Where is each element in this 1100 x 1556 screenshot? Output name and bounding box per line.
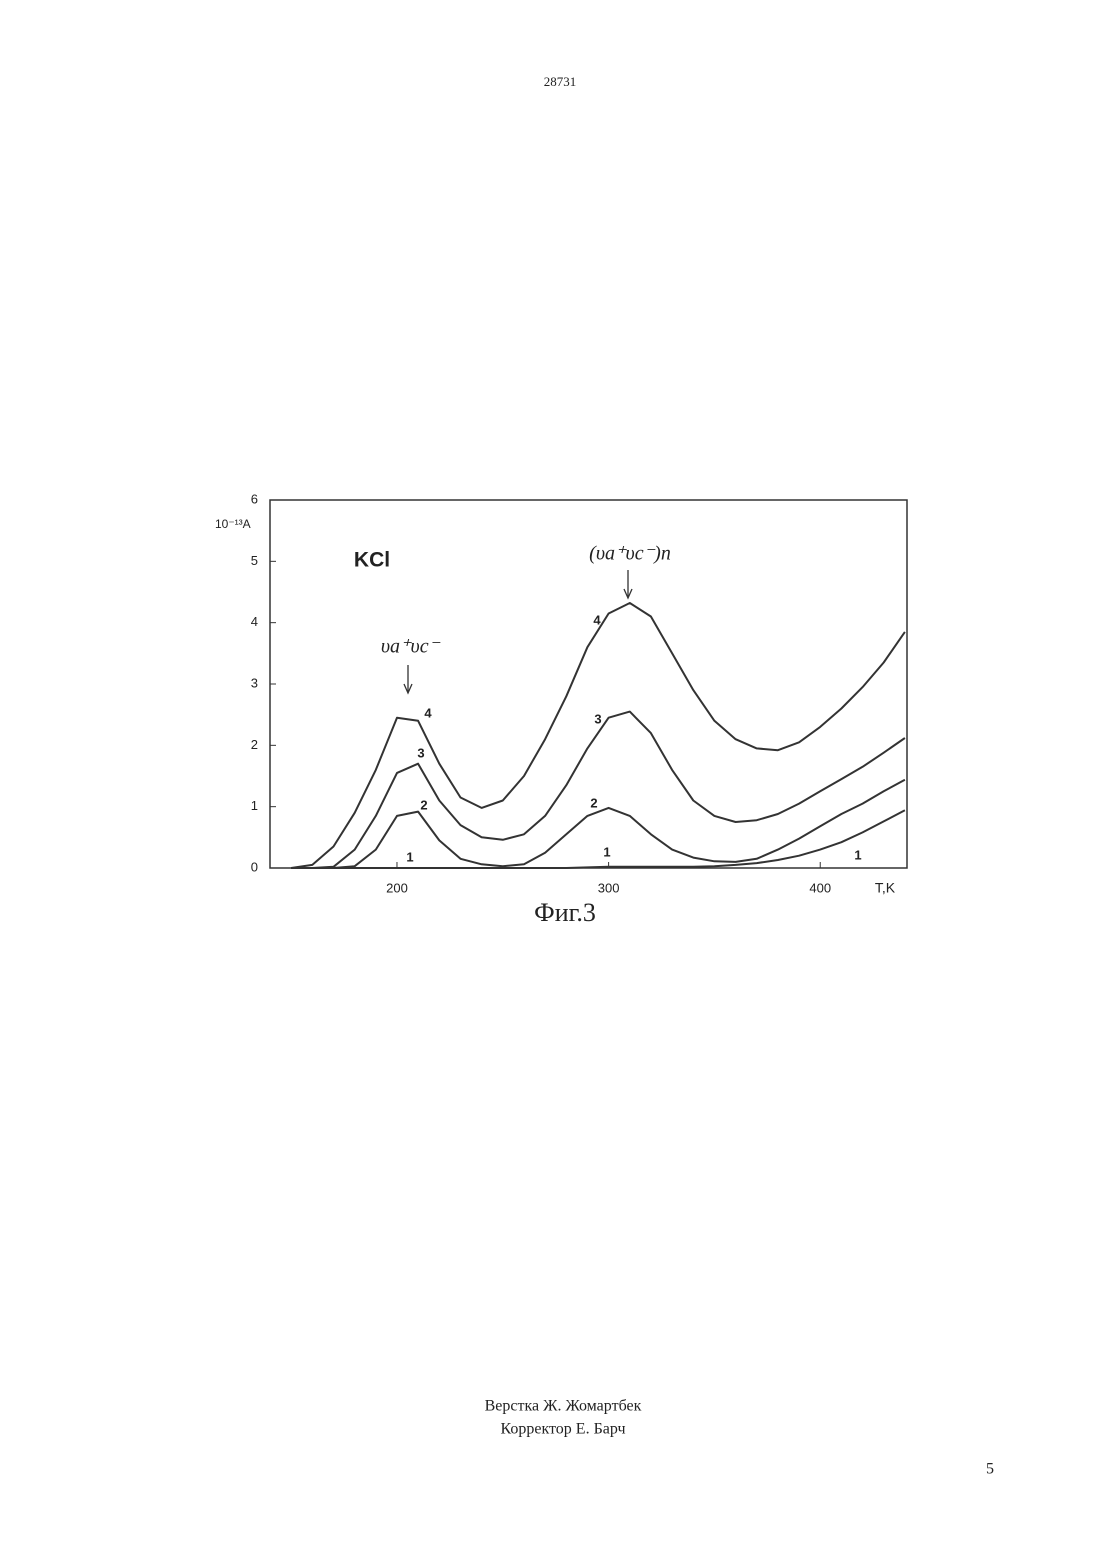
curve-label: 1: [854, 847, 861, 862]
y-tick-label: 4: [251, 614, 258, 629]
y-tick-label: 0: [251, 859, 258, 874]
curve-label: 1: [603, 844, 610, 859]
y-axis-label: 10⁻¹³A: [215, 517, 251, 531]
header-number: 28731: [544, 74, 577, 89]
background: [0, 0, 1100, 1556]
annotation: (υa⁺υc⁻)n: [589, 543, 671, 565]
document: 28731 10⁻¹³A T,K KCl υa⁺υc⁻ (υa⁺υc⁻)n Фи…: [0, 0, 1100, 1556]
footer-line: Корректор Е. Барч: [500, 1421, 625, 1438]
curve-label: 2: [590, 795, 597, 810]
curve-label: 3: [594, 711, 601, 726]
curve-label: 1: [406, 849, 413, 864]
curve-label: 2: [420, 797, 427, 812]
annotation: KCl: [354, 549, 390, 572]
y-tick-label: 6: [251, 491, 258, 506]
footer-line: Верстка Ж. Жомартбек: [485, 1398, 642, 1415]
y-tick-label: 1: [251, 798, 258, 813]
x-tick-label: 200: [386, 880, 408, 895]
y-tick-label: 2: [251, 737, 258, 752]
x-tick-label: 300: [598, 880, 620, 895]
figure-caption: Фиг.3: [534, 898, 596, 927]
curve-label: 4: [593, 612, 601, 627]
x-tick-label: 400: [809, 880, 831, 895]
y-tick-label: 3: [251, 675, 258, 690]
curve-label: 3: [417, 745, 424, 760]
y-tick-label: 5: [251, 553, 258, 568]
annotation: υa⁺υc⁻: [381, 636, 441, 658]
page-number: 5: [986, 1461, 994, 1478]
x-axis-label: T,K: [875, 880, 896, 896]
curve-label: 4: [424, 705, 432, 720]
page: 28731 10⁻¹³A T,K KCl υa⁺υc⁻ (υa⁺υc⁻)n Фи…: [0, 0, 1100, 1556]
